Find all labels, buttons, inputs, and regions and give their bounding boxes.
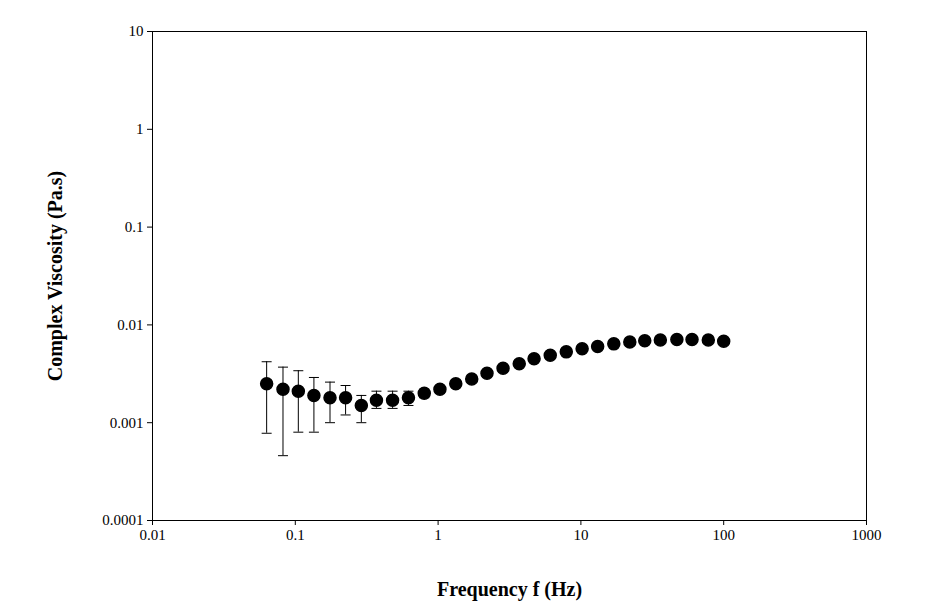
svg-text:10: 10 bbox=[129, 23, 144, 39]
svg-text:0.001: 0.001 bbox=[110, 415, 144, 431]
svg-text:0.0001: 0.0001 bbox=[102, 512, 143, 528]
svg-text:100: 100 bbox=[712, 527, 735, 543]
svg-text:0.1: 0.1 bbox=[125, 219, 144, 235]
svg-text:0.01: 0.01 bbox=[139, 527, 165, 543]
svg-text:0.1: 0.1 bbox=[286, 527, 305, 543]
svg-text:Frequency f (Hz): Frequency f (Hz) bbox=[437, 578, 582, 601]
svg-text:0.01: 0.01 bbox=[117, 317, 143, 333]
svg-text:10: 10 bbox=[573, 527, 588, 543]
svg-text:1000: 1000 bbox=[852, 527, 882, 543]
svg-text:1: 1 bbox=[136, 121, 144, 137]
svg-text:1: 1 bbox=[434, 527, 442, 543]
svg-text:Complex Viscosity (Pa.s): Complex Viscosity (Pa.s) bbox=[44, 171, 67, 382]
